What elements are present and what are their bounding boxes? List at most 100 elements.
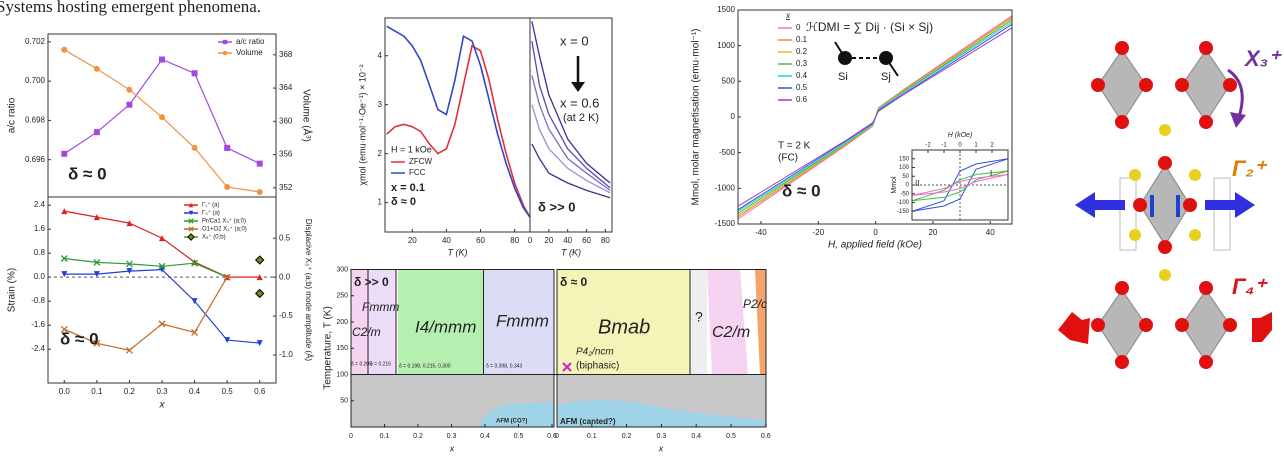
x-tick-label: 0 bbox=[555, 433, 559, 440]
annotation: (at 2 K) bbox=[563, 112, 599, 124]
y-tick-label: 500 bbox=[722, 76, 736, 85]
annotation: T = 2 K bbox=[778, 141, 811, 152]
region-label: P4₂/ncm bbox=[576, 347, 614, 358]
y-tick-label: -50 bbox=[900, 191, 909, 197]
series-line bbox=[386, 44, 531, 218]
x-tick-label: 0.4 bbox=[691, 433, 701, 440]
x-tick-label: 0.5 bbox=[514, 433, 524, 440]
region-label: I4/mmm bbox=[415, 317, 476, 336]
plot-frame bbox=[737, 9, 1013, 225]
data-point bbox=[255, 288, 265, 299]
legend-label: ZFCW bbox=[409, 157, 433, 166]
legend-marker bbox=[188, 226, 194, 232]
x-tick-label: 0.5 bbox=[726, 433, 736, 440]
x-tick-label: 80 bbox=[601, 236, 610, 245]
y-tick-label: -1500 bbox=[715, 219, 736, 228]
region-label: C2/m bbox=[352, 325, 381, 339]
y-axis-label: Mmol, molar magnetisation (emu·mol⁻¹) bbox=[691, 29, 702, 206]
series-line bbox=[531, 21, 611, 184]
y-axis-label: a/c ratio bbox=[7, 97, 18, 133]
x-tick-label: 0.3 bbox=[657, 433, 667, 440]
y2-tick-label: -1.0 bbox=[279, 350, 293, 359]
y-tick-label: 2.4 bbox=[34, 200, 46, 209]
region-label: Fmmm bbox=[496, 311, 549, 330]
y-tick-label: 0.700 bbox=[25, 76, 46, 85]
legend-marker bbox=[222, 39, 228, 45]
x-axis-label: x bbox=[658, 443, 664, 453]
annotation: ℋDMI = ∑ Dij · (Si × Sj) bbox=[806, 20, 933, 34]
x-tick-label: 0.2 bbox=[413, 433, 423, 440]
annotation: δ ≈ 0 bbox=[68, 164, 107, 183]
y-tick-label: 50 bbox=[340, 398, 348, 405]
annotation: H = 1 kOe bbox=[391, 144, 432, 154]
legend-marker bbox=[187, 233, 195, 241]
y-tick-label: -1000 bbox=[715, 183, 736, 192]
annotation: Sj bbox=[881, 71, 891, 83]
data-point bbox=[61, 150, 68, 157]
y2-tick-label: 364 bbox=[279, 83, 293, 92]
data-point bbox=[126, 86, 133, 93]
data-point bbox=[60, 255, 68, 262]
x-axis-label: x bbox=[159, 400, 166, 411]
mode-label: Γ₂⁺ bbox=[1232, 156, 1268, 181]
legend-label: 0.6 bbox=[796, 95, 808, 104]
legend-marker bbox=[188, 218, 194, 224]
region-label: Bmab bbox=[598, 316, 650, 338]
data-point bbox=[61, 208, 68, 215]
region-label: δ ≈ 0 bbox=[560, 275, 588, 289]
data-point bbox=[191, 144, 198, 151]
y-tick-label: 2 bbox=[378, 149, 383, 158]
y-tick-label: -150 bbox=[897, 209, 910, 215]
data-point bbox=[159, 56, 165, 63]
legend-label: O1+O2 X₃⁺ (a;0) bbox=[202, 226, 247, 233]
region-label: AFM (CO?) bbox=[496, 419, 527, 425]
x-tick-label: 0.6 bbox=[254, 387, 266, 396]
data-point bbox=[126, 101, 133, 108]
legend-label: 0.3 bbox=[796, 59, 808, 68]
data-point bbox=[191, 70, 198, 77]
data-point bbox=[255, 255, 265, 265]
x-tick-label: 20 bbox=[544, 236, 553, 245]
phase-regions bbox=[350, 269, 767, 428]
y-tick-label: 0.696 bbox=[25, 155, 46, 164]
plot-frame bbox=[911, 149, 1009, 221]
y2-tick-label: 356 bbox=[279, 150, 293, 159]
legend-label: 0.5 bbox=[796, 83, 808, 92]
x-tick-label: 0.4 bbox=[480, 433, 490, 440]
data-point bbox=[125, 346, 133, 354]
y-tick-label: 0 bbox=[906, 183, 910, 189]
x-tick-label: 0 bbox=[873, 228, 878, 237]
region-label: C2/m bbox=[712, 324, 750, 341]
annotation: Si bbox=[838, 71, 848, 83]
x-tick-label: -20 bbox=[812, 228, 824, 237]
data-point bbox=[93, 258, 101, 266]
x-tick-label: 0 bbox=[528, 236, 533, 245]
y2-axis-label: Volume (Å³) bbox=[300, 89, 313, 142]
region-label: δ = 0.198, 0.215, 0.300 bbox=[399, 363, 451, 369]
y-tick-label: -500 bbox=[719, 148, 736, 157]
data-point bbox=[223, 273, 231, 281]
series-line bbox=[531, 104, 611, 194]
series-line bbox=[64, 257, 228, 278]
x-tick-label: -1 bbox=[941, 143, 947, 149]
y2-tick-label: 0.5 bbox=[279, 233, 291, 242]
data-point bbox=[125, 260, 133, 268]
y-tick-label: 300 bbox=[336, 266, 348, 273]
annotation: δ ≈ 0 bbox=[391, 196, 416, 208]
x-axis-label: H, applied field (kOe) bbox=[828, 240, 922, 251]
region-label: δ = 0.205 bbox=[351, 361, 372, 367]
annotation: (FC) bbox=[778, 153, 798, 164]
data-point bbox=[159, 235, 165, 242]
legend-label: Pr/Ca1 X₃⁺ (a;0) bbox=[202, 218, 246, 225]
legend-label: Γ₃⁺ (a) bbox=[202, 210, 220, 217]
data-point bbox=[93, 214, 100, 221]
legend-marker bbox=[188, 210, 194, 216]
y2-tick-label: -0.5 bbox=[279, 311, 293, 320]
data-point bbox=[60, 325, 68, 333]
x-tick-label: 60 bbox=[476, 236, 485, 245]
y-tick-label: 100 bbox=[336, 371, 348, 378]
x-axis-label: T (K) bbox=[561, 247, 581, 257]
data-point bbox=[256, 160, 263, 167]
x-tick-label: 80 bbox=[510, 236, 519, 245]
legend-marker bbox=[188, 202, 194, 208]
